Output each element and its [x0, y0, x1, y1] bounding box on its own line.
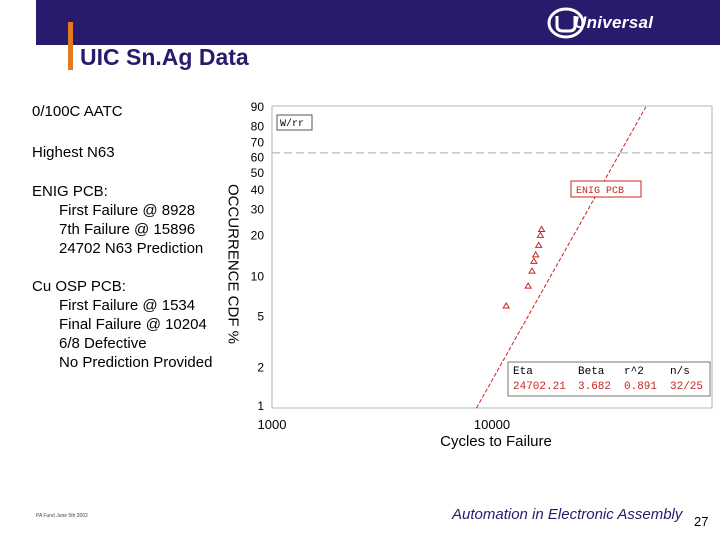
y-tick-label: 5	[257, 309, 264, 323]
title-accent-bar	[68, 22, 73, 70]
results-table	[507, 361, 711, 397]
enig-first-failure: First Failure @ 8928	[59, 202, 196, 219]
chart-plot-area	[271, 105, 713, 409]
chart-x-axis-label: Cycles to Failure	[440, 433, 552, 450]
x-tick-label: 10000	[474, 417, 510, 432]
data-point	[531, 250, 540, 258]
data-point	[536, 231, 545, 238]
brand-logo: Universal	[574, 13, 654, 32]
chart-x-ticks: 1000 10000	[258, 417, 511, 432]
data-point	[524, 282, 533, 289]
highest-n63: Highest N63	[32, 144, 115, 161]
y-tick-label: 30	[251, 203, 265, 217]
y-tick-label: 80	[251, 120, 265, 134]
method-label: W/rr	[280, 118, 304, 130]
y-tick-label: 60	[251, 151, 265, 165]
data-point	[502, 302, 511, 309]
page-title: UIC Sn.Ag Data	[80, 44, 249, 70]
method-label-box	[276, 114, 313, 131]
osp-first-failure: First Failure @ 1534	[59, 297, 196, 314]
legend-box	[570, 180, 642, 198]
y-tick-label: 1	[257, 399, 264, 413]
results-header-eta: Eta	[513, 366, 533, 378]
y-tick-label: 20	[251, 228, 265, 242]
results-value-beta: 3.682	[578, 381, 611, 393]
y-tick-label: 40	[251, 183, 265, 197]
y-tick-label: 10	[251, 270, 265, 284]
data-point	[537, 225, 546, 233]
y-tick-label: 50	[251, 166, 265, 180]
y-tick-label: 70	[251, 136, 265, 150]
footer-note: PA Fund June 5th 2002	[36, 513, 88, 519]
data-point	[529, 257, 538, 264]
x-tick-label: 1000	[258, 417, 287, 432]
legend-label: ENIG PCB	[576, 186, 624, 197]
header-bar	[36, 0, 720, 45]
osp-final-failure: Final Failure @ 10204	[59, 316, 207, 333]
enig-prediction: 24702 N63 Prediction	[59, 240, 204, 257]
results-header-beta: Beta	[578, 366, 605, 378]
weibull-fit-line	[476, 106, 647, 409]
results-value-ns: 32/25	[670, 381, 703, 393]
enig-heading: ENIG PCB:	[32, 183, 108, 200]
results-value-r2: 0.891	[624, 381, 657, 393]
results-header-ns: n/s	[670, 366, 690, 378]
enig-seventh-failure: 7th Failure @ 15896	[59, 221, 196, 238]
page-number: 27	[694, 514, 709, 529]
y-tick-label: 90	[251, 100, 265, 114]
osp-defective: 6/8 Defective	[59, 335, 147, 352]
results-value-eta: 24702.21	[513, 381, 566, 393]
footer-tagline: Automation in Electronic Assembly	[452, 506, 683, 523]
chart-data-points	[502, 225, 546, 309]
data-point	[528, 267, 536, 274]
data-point	[534, 241, 543, 248]
osp-heading: Cu OSP PCB:	[32, 278, 126, 295]
osp-prediction: No Prediction Provided	[59, 354, 213, 371]
test-condition: 0/100C AATC	[32, 103, 123, 120]
results-header-r2: r^2	[624, 366, 644, 378]
y-tick-label: 2	[257, 361, 264, 375]
